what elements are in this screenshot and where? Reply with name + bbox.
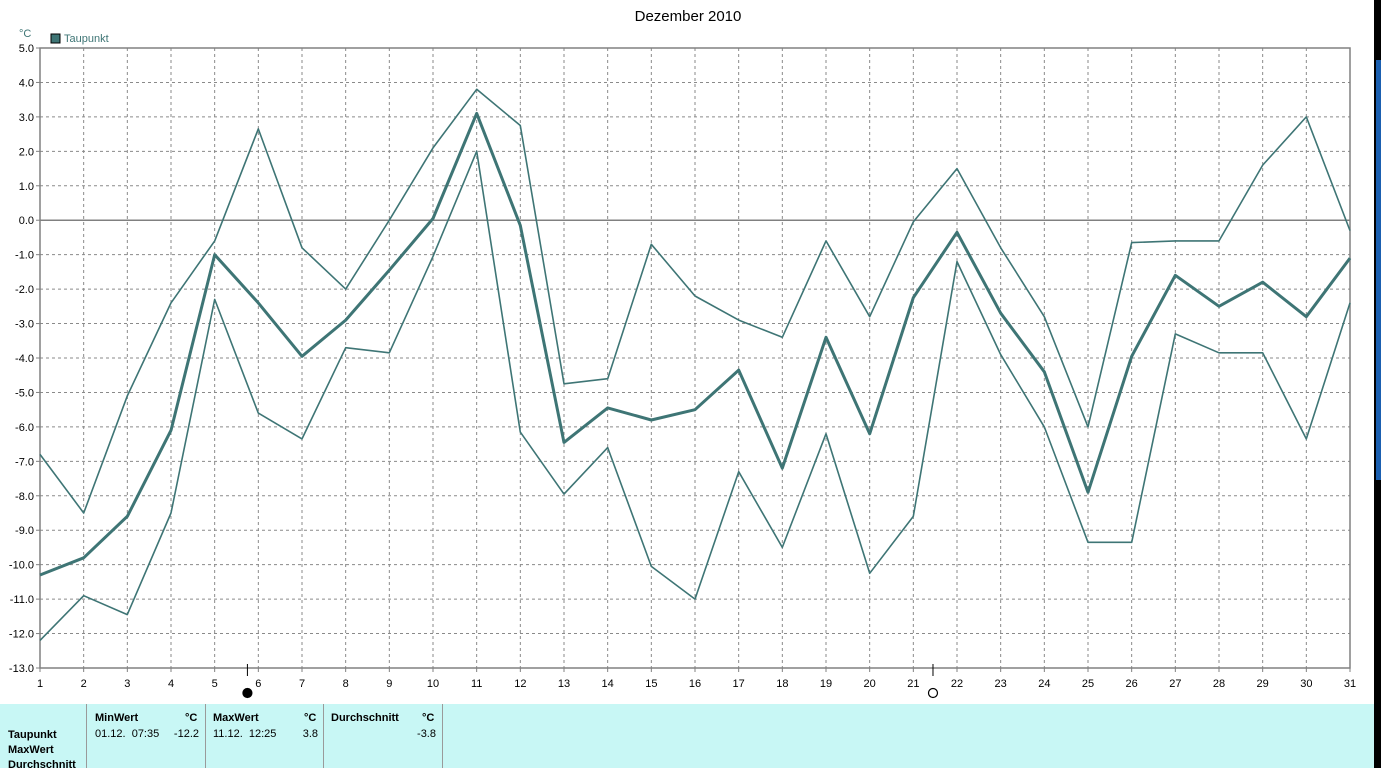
stats-col-min: MinWert °C 01.12. 07:35 -12.2 — [86, 704, 205, 768]
stats-row-labels: Taupunkt MaxWert Durchschnitt — [8, 728, 76, 773]
x-tick-label: 2 — [81, 678, 87, 690]
new-moon-icon — [242, 687, 253, 699]
grid-lines — [40, 48, 1350, 668]
x-tick-label: 1 — [37, 678, 43, 690]
x-tick-label: 8 — [343, 678, 349, 690]
stats-col-max: MaxWert °C 11.12. 12:25 3.8 — [205, 704, 324, 768]
chart-canvas: 5.0 4.0 3.0 2.0 1.0 0.0 -1.0 -2.0 -3.0 -4.0 -5.0 -6… — [9, 8, 1356, 699]
y-tick-labels: 5.0 4.0 3.0 2.0 1.0 0.0 -1.0 -2.0 -3.0 -4.0 -5.0 -6… — [9, 43, 34, 675]
stats-col-unit: °C — [185, 712, 198, 724]
x-tick-label: 25 — [1082, 678, 1094, 690]
x-tick-label: 28 — [1213, 678, 1225, 690]
x-tick-label: 30 — [1300, 678, 1312, 690]
y-tick-label: -5.0 — [15, 387, 34, 399]
statistics-panel: Taupunkt MaxWert Durchschnitt MinWert °C… — [0, 704, 1374, 771]
y-tick-label: -8.0 — [15, 491, 34, 503]
stats-col-value: -12.2 — [173, 728, 199, 740]
stats-col-header: MaxWert — [213, 712, 259, 724]
y-tick-label: 4.0 — [19, 77, 34, 89]
legend-swatch — [50, 33, 61, 44]
x-tick-label: 21 — [907, 678, 919, 690]
y-tick-label: -9.0 — [15, 525, 34, 537]
x-tick-label: 6 — [255, 678, 261, 690]
stats-col-value: -3.8 — [417, 728, 436, 740]
x-tick-label: 18 — [776, 678, 788, 690]
x-tick-label: 20 — [864, 678, 876, 690]
x-tick-label: 14 — [602, 678, 614, 690]
x-tick-label: 26 — [1126, 678, 1138, 690]
axes — [36, 47, 1351, 672]
x-tick-label: 9 — [386, 678, 392, 690]
full-moon-icon — [927, 687, 939, 699]
y-tick-label: -11.0 — [10, 594, 34, 606]
moon-phase-markers — [242, 664, 939, 699]
stats-row-label: Taupunkt — [8, 729, 57, 741]
x-tick-label: 11 — [471, 678, 482, 690]
window-edge-highlight — [1376, 60, 1381, 480]
x-tick-label: 17 — [733, 678, 745, 690]
stats-col-header: MinWert — [95, 712, 139, 724]
x-tick-label: 15 — [645, 678, 657, 690]
y-tick-label: -10.0 — [9, 560, 34, 572]
x-tick-label: 31 — [1344, 678, 1356, 690]
series-line-max — [39, 88, 1351, 514]
y-tick-label: 5.0 — [19, 43, 34, 55]
x-tick-label: 23 — [995, 678, 1007, 690]
y-tick-label: 0.0 — [19, 215, 34, 227]
y-axis-unit: °C — [19, 28, 31, 40]
x-tick-label: 22 — [951, 678, 963, 690]
stats-col-avg: Durchschnitt °C -3.8 — [323, 704, 443, 768]
x-tick-label: 12 — [514, 678, 526, 690]
y-tick-label: 2.0 — [19, 146, 34, 158]
x-tick-label: 19 — [820, 678, 832, 690]
x-tick-labels: 1 2 3 4 5 6 7 8 9 10 11 12 13 14 15 16 17 18 19 20 21 22 23 24 2… — [37, 678, 1356, 690]
stats-col-datetime: 11.12. 12:25 — [213, 728, 277, 740]
y-tick-label: -4.0 — [15, 353, 34, 365]
window-edge — [1374, 0, 1381, 768]
stats-row-label: MaxWert — [8, 744, 54, 756]
legend-label: Taupunkt — [64, 33, 109, 45]
x-tick-label: 16 — [689, 678, 701, 690]
x-tick-label: 3 — [124, 678, 130, 690]
x-tick-label: 7 — [299, 678, 305, 690]
x-tick-label: 27 — [1169, 678, 1181, 690]
y-tick-label: -12.0 — [9, 629, 34, 641]
series-line-avg — [39, 111, 1352, 577]
y-tick-label: -1.0 — [15, 250, 34, 262]
x-tick-label: 29 — [1257, 678, 1269, 690]
stats-col-datetime: 01.12. 07:35 — [95, 728, 160, 740]
y-tick-label: -7.0 — [15, 456, 34, 468]
stats-col-header: Durchschnitt — [331, 712, 399, 724]
y-tick-label: -13.0 — [9, 663, 34, 675]
y-tick-label: -3.0 — [15, 319, 34, 331]
y-tick-label: 1.0 — [19, 181, 34, 193]
stats-col-unit: °C — [422, 712, 435, 724]
series-line-min — [39, 150, 1351, 641]
stats-col-value: 3.8 — [302, 728, 318, 740]
stats-row-label: Durchschnitt — [8, 759, 76, 771]
series-lines — [39, 88, 1352, 641]
x-tick-label: 4 — [168, 678, 174, 690]
x-tick-label: 5 — [212, 678, 218, 690]
y-tick-label: -6.0 — [15, 422, 34, 434]
stats-col-unit: °C — [304, 712, 317, 724]
x-tick-label: 24 — [1038, 678, 1050, 690]
x-tick-label: 13 — [558, 678, 570, 690]
y-tick-label: 3.0 — [19, 112, 34, 124]
y-tick-label: -2.0 — [15, 284, 34, 296]
x-tick-label: 10 — [427, 678, 439, 690]
chart-title: Dezember 2010 — [635, 8, 742, 25]
